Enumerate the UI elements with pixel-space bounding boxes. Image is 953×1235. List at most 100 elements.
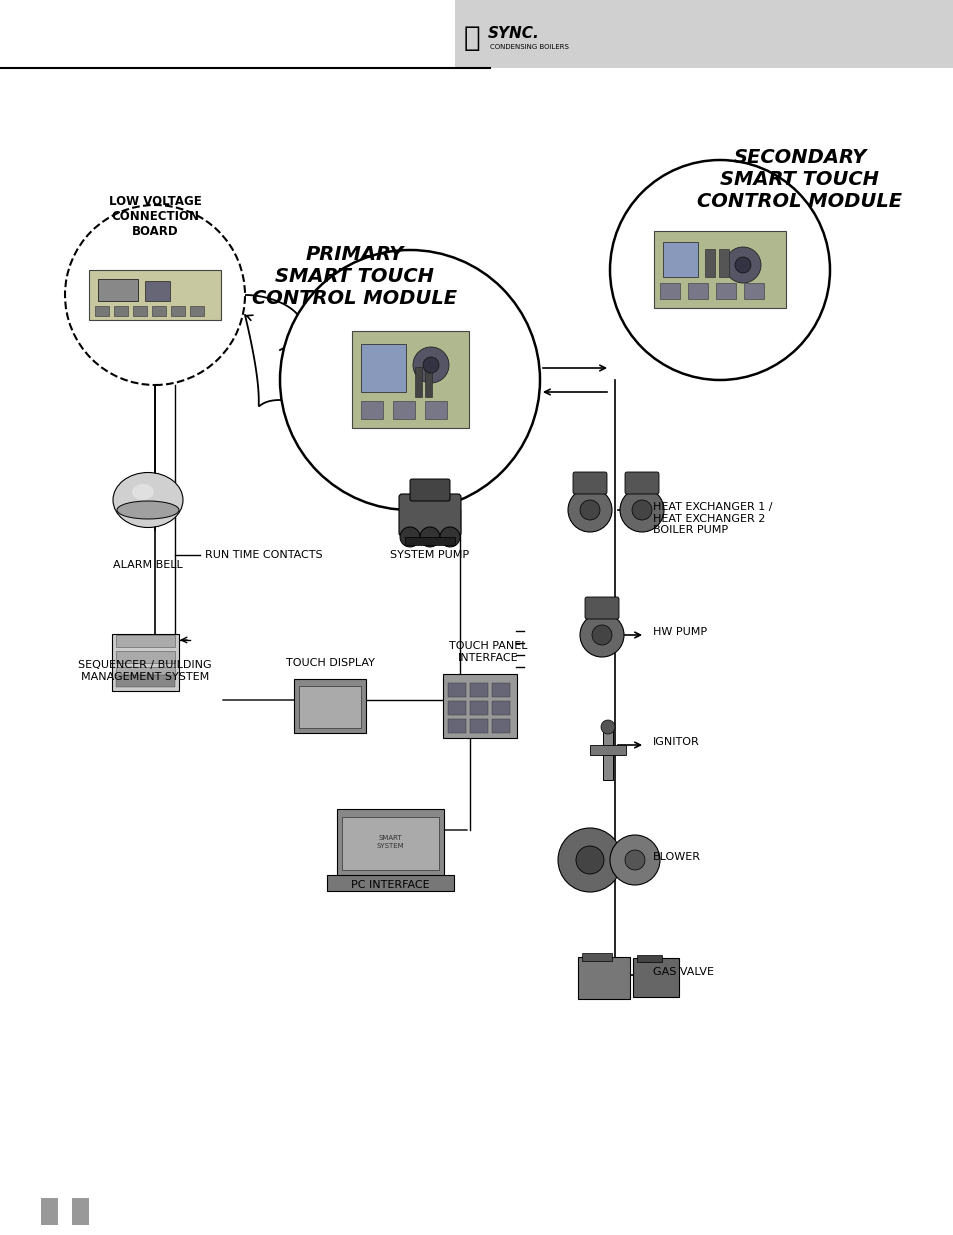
Bar	[71, 1198, 89, 1225]
Ellipse shape	[117, 501, 179, 519]
Bar	[743, 283, 763, 299]
Text: SECONDARY
SMART TOUCH
CONTROL MODULE: SECONDARY SMART TOUCH CONTROL MODULE	[697, 148, 902, 211]
Circle shape	[579, 613, 623, 657]
Text: IGNITOR: IGNITOR	[652, 737, 699, 747]
Text: PRIMARY
SMART TOUCH
CONTROL MODULE: PRIMARY SMART TOUCH CONTROL MODULE	[253, 245, 457, 308]
FancyBboxPatch shape	[584, 597, 618, 619]
Text: LOW VOLTAGE
CONNECTION
BOARD: LOW VOLTAGE CONNECTION BOARD	[109, 195, 201, 238]
Circle shape	[280, 249, 539, 510]
Circle shape	[609, 161, 829, 380]
Bar	[659, 283, 679, 299]
Bar	[424, 401, 447, 419]
FancyBboxPatch shape	[294, 679, 366, 734]
Circle shape	[619, 488, 663, 532]
FancyBboxPatch shape	[398, 494, 460, 536]
Bar	[116, 676, 174, 687]
Bar	[405, 537, 455, 545]
Circle shape	[724, 247, 760, 283]
Text: TOUCH DISPLAY: TOUCH DISPLAY	[285, 658, 374, 668]
Circle shape	[439, 527, 459, 547]
Text: CONDENSING BOILERS: CONDENSING BOILERS	[490, 44, 568, 49]
Circle shape	[413, 347, 449, 383]
Text: SYSTEM PUMP: SYSTEM PUMP	[390, 550, 469, 559]
Bar	[589, 745, 625, 755]
Bar	[470, 683, 488, 697]
Bar	[492, 719, 510, 734]
Ellipse shape	[132, 484, 153, 500]
Text: ALARM BELL: ALARM BELL	[113, 559, 183, 571]
Circle shape	[558, 827, 621, 892]
Text: HW PUMP: HW PUMP	[652, 627, 706, 637]
Bar	[455, 0, 953, 68]
Bar	[424, 367, 432, 396]
FancyBboxPatch shape	[89, 270, 221, 320]
FancyBboxPatch shape	[578, 957, 629, 999]
Bar	[448, 701, 465, 715]
Bar	[171, 306, 185, 316]
FancyBboxPatch shape	[410, 479, 450, 501]
Text: RUN TIME CONTACTS: RUN TIME CONTACTS	[205, 550, 322, 559]
Circle shape	[419, 527, 439, 547]
Text: BLOWER: BLOWER	[652, 852, 700, 862]
Circle shape	[579, 500, 599, 520]
Circle shape	[576, 846, 603, 874]
FancyBboxPatch shape	[327, 876, 454, 890]
Circle shape	[399, 527, 419, 547]
Bar	[492, 701, 510, 715]
Bar	[116, 635, 174, 647]
Circle shape	[65, 205, 245, 385]
FancyBboxPatch shape	[573, 472, 606, 494]
Bar	[360, 345, 406, 391]
Circle shape	[734, 257, 750, 273]
Text: SYNC.: SYNC.	[488, 26, 539, 41]
FancyBboxPatch shape	[624, 472, 659, 494]
Bar	[393, 401, 415, 419]
Text: PC INTERFACE: PC INTERFACE	[351, 881, 429, 890]
Circle shape	[631, 500, 651, 520]
Text: GAS VALVE: GAS VALVE	[652, 967, 713, 977]
FancyBboxPatch shape	[633, 958, 679, 997]
Bar	[113, 306, 128, 316]
Bar	[95, 306, 109, 316]
Bar	[98, 279, 138, 301]
FancyBboxPatch shape	[654, 231, 785, 308]
Bar	[704, 249, 714, 277]
Bar	[132, 306, 147, 316]
Bar	[448, 683, 465, 697]
Bar	[662, 242, 698, 277]
Text: TOUCH PANEL
INTERFACE: TOUCH PANEL INTERFACE	[448, 641, 527, 663]
Ellipse shape	[112, 473, 183, 527]
Bar	[492, 683, 510, 697]
Circle shape	[624, 850, 644, 869]
Bar	[41, 1198, 58, 1225]
Bar	[719, 249, 728, 277]
FancyBboxPatch shape	[112, 634, 179, 692]
Bar	[145, 282, 170, 301]
Bar	[190, 306, 204, 316]
Circle shape	[422, 357, 438, 373]
Bar	[602, 730, 613, 781]
Bar	[360, 401, 382, 419]
Bar	[116, 667, 174, 679]
Text: HEAT EXCHANGER 1 /
HEAT EXCHANGER 2
BOILER PUMP: HEAT EXCHANGER 1 / HEAT EXCHANGER 2 BOIL…	[652, 501, 772, 535]
Bar	[470, 719, 488, 734]
Circle shape	[567, 488, 612, 532]
Bar	[448, 719, 465, 734]
Bar	[341, 818, 438, 869]
Text: SMART
SYSTEM: SMART SYSTEM	[375, 836, 403, 848]
FancyBboxPatch shape	[442, 674, 517, 739]
Circle shape	[600, 720, 615, 734]
Bar	[152, 306, 166, 316]
FancyBboxPatch shape	[336, 809, 443, 876]
Bar	[116, 651, 174, 663]
Bar	[415, 367, 421, 396]
Bar	[298, 685, 360, 727]
Circle shape	[609, 835, 659, 885]
Bar	[581, 953, 612, 961]
Bar	[716, 283, 735, 299]
Circle shape	[592, 625, 612, 645]
Bar	[687, 283, 707, 299]
Text: SEQUENCER / BUILDING
MANAGEMENT SYSTEM: SEQUENCER / BUILDING MANAGEMENT SYSTEM	[78, 659, 212, 682]
Text: Ⓢ: Ⓢ	[463, 23, 479, 52]
Bar	[470, 701, 488, 715]
